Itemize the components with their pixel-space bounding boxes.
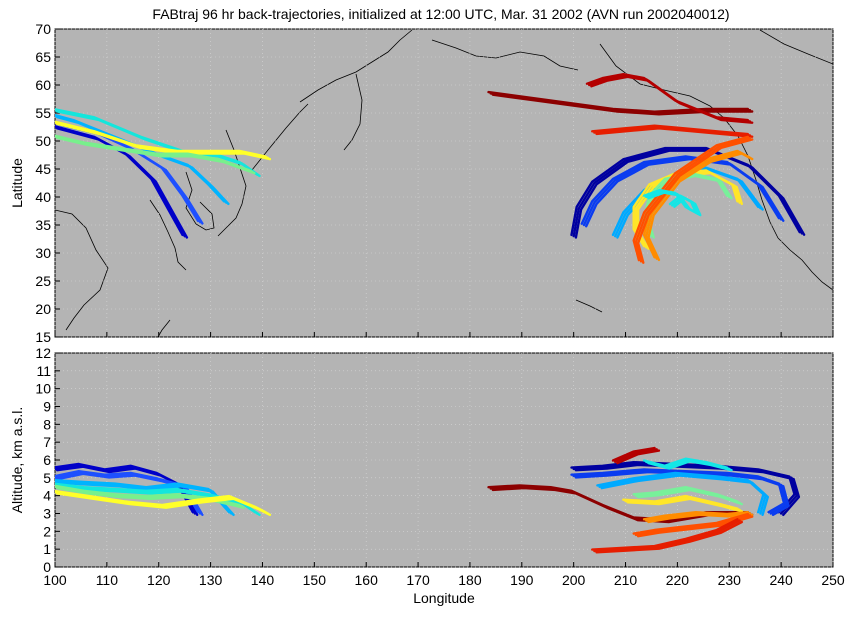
y-tick-label: 0 bbox=[43, 559, 51, 575]
y-tick-label: 70 bbox=[35, 21, 51, 37]
latitude-trajectory-line bbox=[647, 191, 702, 217]
x-tick-label: 100 bbox=[43, 572, 67, 588]
altitude-trajectory-line bbox=[626, 497, 743, 513]
y-tick-label: 35 bbox=[35, 217, 51, 233]
latitude-trajectories bbox=[55, 72, 806, 264]
longitude-axis-label: Longitude bbox=[413, 590, 475, 606]
x-tick-label: 120 bbox=[147, 572, 171, 588]
y-tick-label: 7 bbox=[43, 434, 51, 450]
x-tick-label: 190 bbox=[510, 572, 534, 588]
altitude-trajectory-line bbox=[645, 512, 752, 522]
x-tick-label: 150 bbox=[303, 572, 327, 588]
latitude-trajectory-line bbox=[56, 127, 189, 239]
y-tick-label: 5 bbox=[43, 470, 51, 486]
y-tick-label: 1 bbox=[43, 541, 51, 557]
altitude-trajectory-line bbox=[574, 470, 790, 516]
altitude-trajectory-line bbox=[614, 448, 658, 463]
y-tick-label: 60 bbox=[35, 77, 51, 93]
latitude-trajectory-line bbox=[636, 138, 754, 264]
y-tick-label: 10 bbox=[35, 381, 51, 397]
y-tick-label: 30 bbox=[35, 245, 51, 261]
altitude-trajectories bbox=[55, 446, 801, 554]
altitude-trajectory-line bbox=[600, 474, 769, 516]
latitude-trajectory-line bbox=[585, 157, 785, 228]
latitude-trajectory-line bbox=[647, 152, 754, 262]
altitude-trajectory-line bbox=[634, 514, 752, 537]
y-tick-label: 40 bbox=[35, 189, 51, 205]
x-tick-label: 240 bbox=[769, 572, 793, 588]
x-tick-label: 140 bbox=[251, 572, 275, 588]
y-tick-label: 25 bbox=[35, 273, 51, 289]
y-tick-label: 4 bbox=[43, 488, 51, 504]
y-tick-label: 6 bbox=[43, 452, 51, 468]
y-tick-label: 3 bbox=[43, 506, 51, 522]
altitude-trajectory-line bbox=[491, 486, 754, 524]
altitude-trajectory-line bbox=[632, 512, 749, 535]
x-tick-label: 250 bbox=[821, 572, 845, 588]
altitude-trajectory-line bbox=[647, 460, 733, 472]
altitude-trajectory-line bbox=[56, 485, 261, 516]
x-tick-label: 110 bbox=[96, 572, 119, 588]
altitude-trajectory-line bbox=[570, 468, 786, 514]
latitude-trajectory-line bbox=[590, 75, 754, 124]
y-tick-label: 50 bbox=[35, 133, 51, 149]
x-tick-label: 230 bbox=[718, 572, 742, 588]
latitude-plot-area bbox=[54, 28, 834, 338]
x-tick-label: 160 bbox=[355, 572, 379, 588]
x-tick-label: 200 bbox=[562, 572, 586, 588]
x-tick-label: 180 bbox=[458, 572, 482, 588]
chart-title: FABtraj 96 hr back-trajectories, initial… bbox=[152, 6, 729, 22]
altitude-trajectory-line bbox=[595, 520, 743, 554]
latitude-trajectory-line bbox=[574, 149, 806, 239]
x-tick-label: 170 bbox=[406, 572, 430, 588]
y-tick-label: 2 bbox=[43, 523, 51, 539]
altitude-trajectory-line bbox=[611, 446, 656, 462]
latitude-axis-label: Latitude bbox=[9, 158, 25, 208]
altitude-grid bbox=[54, 352, 834, 568]
y-tick-label: 45 bbox=[35, 161, 51, 177]
x-tick-label: 220 bbox=[666, 572, 690, 588]
y-tick-label: 12 bbox=[35, 345, 51, 361]
latitude-trajectory-line bbox=[595, 127, 754, 138]
altitude-trajectory-line bbox=[636, 488, 743, 506]
y-tick-label: 11 bbox=[36, 363, 51, 379]
x-tick-label: 130 bbox=[199, 572, 223, 588]
latitude-panel: 15 20 25 30 35 40 45 50 55 60 65 70 Latitude bbox=[9, 21, 834, 345]
y-tick-label: 9 bbox=[43, 399, 51, 415]
y-tick-label: 55 bbox=[35, 105, 51, 121]
altitude-axis-label: Altitude, km a.s.l. bbox=[9, 407, 25, 514]
latitude-trajectory-line bbox=[56, 136, 256, 175]
y-tick-label: 15 bbox=[35, 329, 51, 345]
latitude-tick-labels: 15 20 25 30 35 40 45 50 55 60 65 70 bbox=[35, 21, 51, 345]
x-tick-label: 210 bbox=[614, 572, 638, 588]
longitude-tick-labels: 100 110 120 130 140 150 160 170 180 190 200 210 220 2… bbox=[43, 572, 845, 588]
y-tick-label: 65 bbox=[35, 49, 51, 65]
altitude-trajectory-line bbox=[591, 518, 739, 551]
y-tick-label: 8 bbox=[43, 416, 51, 432]
altitude-trajectory-line bbox=[572, 469, 788, 515]
y-tick-label: 20 bbox=[35, 301, 51, 317]
latitude-trajectory-line bbox=[491, 93, 754, 116]
altitude-trajectory-line bbox=[593, 519, 741, 553]
altitude-trajectory-line bbox=[56, 492, 272, 516]
altitude-trajectory-line bbox=[616, 449, 661, 465]
altitude-trajectory-line bbox=[642, 511, 749, 521]
